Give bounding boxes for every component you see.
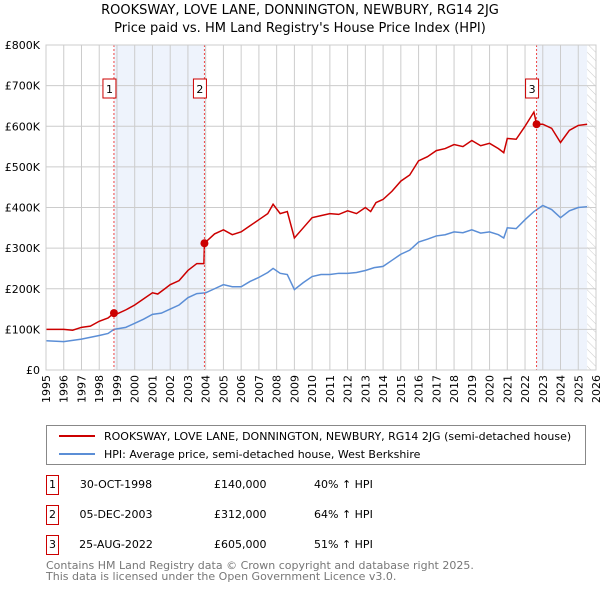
sale-row: 3 25-AUG-2022 £605,000 51% ↑ HPI [46, 535, 586, 557]
footer-line: This data is licensed under the Open Gov… [46, 570, 397, 583]
sale-point [109, 309, 118, 318]
chart-title: ROOKSWAY, LOVE LANE, DONNINGTON, NEWBURY… [101, 3, 499, 18]
legend: ROOKSWAY, LOVE LANE, DONNINGTON, NEWBURY… [46, 425, 586, 465]
x-tick-label: 2011 [324, 375, 337, 403]
plot-frame [45, 44, 597, 371]
sale-label-box [192, 78, 207, 99]
footer-attribution: Contains HM Land Registry data © Crown c… [46, 560, 474, 582]
legend-item-hpi: HPI: Average price, semi-detached house,… [59, 446, 420, 462]
sale-hpi-diff: 51% ↑ HPI [314, 538, 373, 551]
x-tick-label: 1999 [111, 375, 124, 403]
y-tick-label: £300K [5, 242, 41, 255]
sale-price: £312,000 [214, 508, 267, 521]
series-line-property [46, 110, 588, 331]
x-tick-label: 2007 [253, 375, 266, 403]
y-tick-label: £600K [5, 120, 41, 133]
footer-line: Contains HM Land Registry data © Crown c… [46, 559, 474, 572]
sale-label: 2 [196, 83, 203, 96]
legend-label: HPI: Average price, semi-detached house,… [104, 447, 421, 461]
line-chart: 1995 1996 1997 1998 1999 2000 2001 2002 2003 2004… [5, 39, 600, 403]
legend-swatch [59, 453, 95, 455]
sale-number-badge: 2 [46, 505, 59, 525]
x-tick-label: 2002 [164, 375, 177, 403]
sale-price: £605,000 [214, 538, 267, 551]
y-tick-label: £0 [26, 364, 40, 377]
sale-point [200, 239, 209, 248]
x-tick-label: 2015 [395, 375, 408, 403]
x-tick-label: 2005 [217, 375, 230, 403]
x-tick-label: 2021 [501, 375, 514, 403]
sale-date: 30-OCT-1998 [79, 478, 153, 491]
y-tick-label: £500K [5, 161, 41, 174]
x-tick-label: 1998 [93, 375, 106, 403]
legend-item-property: ROOKSWAY, LOVE LANE, DONNINGTON, NEWBURY… [59, 428, 571, 444]
sale-number-badge: 1 [46, 475, 59, 495]
sale-price: £140,000 [214, 478, 267, 491]
x-tick-label: 2003 [182, 375, 195, 403]
x-tick-label: 2022 [519, 375, 532, 403]
sale-label-box [525, 78, 540, 99]
x-tick-label: 2020 [484, 375, 497, 403]
x-tick-label: 2001 [146, 375, 159, 403]
x-tick-label: 2025 [572, 375, 585, 403]
sale-date: 05-DEC-2003 [79, 508, 153, 521]
x-tick-label: 2010 [306, 375, 319, 403]
x-tick-label: 2017 [430, 375, 443, 403]
x-tick-label: 2023 [537, 375, 550, 403]
x-tick-label: 2013 [359, 375, 372, 403]
x-tick-label: 2008 [271, 375, 284, 403]
x-tick-label: 2006 [235, 375, 248, 403]
x-tick-label: 2009 [288, 375, 301, 403]
x-tick-label: 1995 [40, 375, 53, 403]
x-tick-label: 2019 [466, 375, 479, 403]
chart-subtitle: Price paid vs. HM Land Registry's House … [114, 21, 486, 36]
x-tick-label: 2024 [555, 375, 568, 403]
sale-label-box [102, 78, 117, 99]
x-tick-label: 2016 [413, 375, 426, 403]
x-tick-label: 1997 [75, 375, 88, 403]
legend-swatch [59, 435, 95, 437]
x-tick-label: 2012 [342, 375, 355, 403]
x-tick-label: 2014 [377, 375, 390, 403]
sale-label: 1 [106, 83, 113, 96]
legend-label: ROOKSWAY, LOVE LANE, DONNINGTON, NEWBURY… [104, 429, 572, 443]
y-tick-label: £200K [5, 283, 41, 296]
sale-hpi-diff: 40% ↑ HPI [314, 478, 373, 491]
x-tick-label: 1996 [58, 375, 71, 403]
y-tick-label: £400K [5, 202, 41, 215]
sale-hpi-diff: 64% ↑ HPI [314, 508, 373, 521]
x-tick-label: 2026 [590, 375, 600, 403]
sale-label: 3 [529, 83, 536, 96]
x-tick-label: 2004 [200, 375, 213, 403]
series-line-hpi [45, 204, 588, 343]
y-tick-label: £800K [5, 39, 41, 52]
y-tick-label: £100K [5, 323, 41, 336]
sale-row: 2 05-DEC-2003 £312,000 64% ↑ HPI [46, 505, 586, 527]
sale-row: 1 30-OCT-1998 £140,000 40% ↑ HPI [46, 475, 586, 497]
y-tick-label: £700K [5, 80, 41, 93]
x-tick-label: 2018 [448, 375, 461, 403]
x-tick-label: 2000 [129, 375, 142, 403]
sale-point [532, 120, 541, 129]
sale-date: 25-AUG-2022 [79, 538, 153, 551]
sale-number-badge: 3 [46, 535, 59, 555]
